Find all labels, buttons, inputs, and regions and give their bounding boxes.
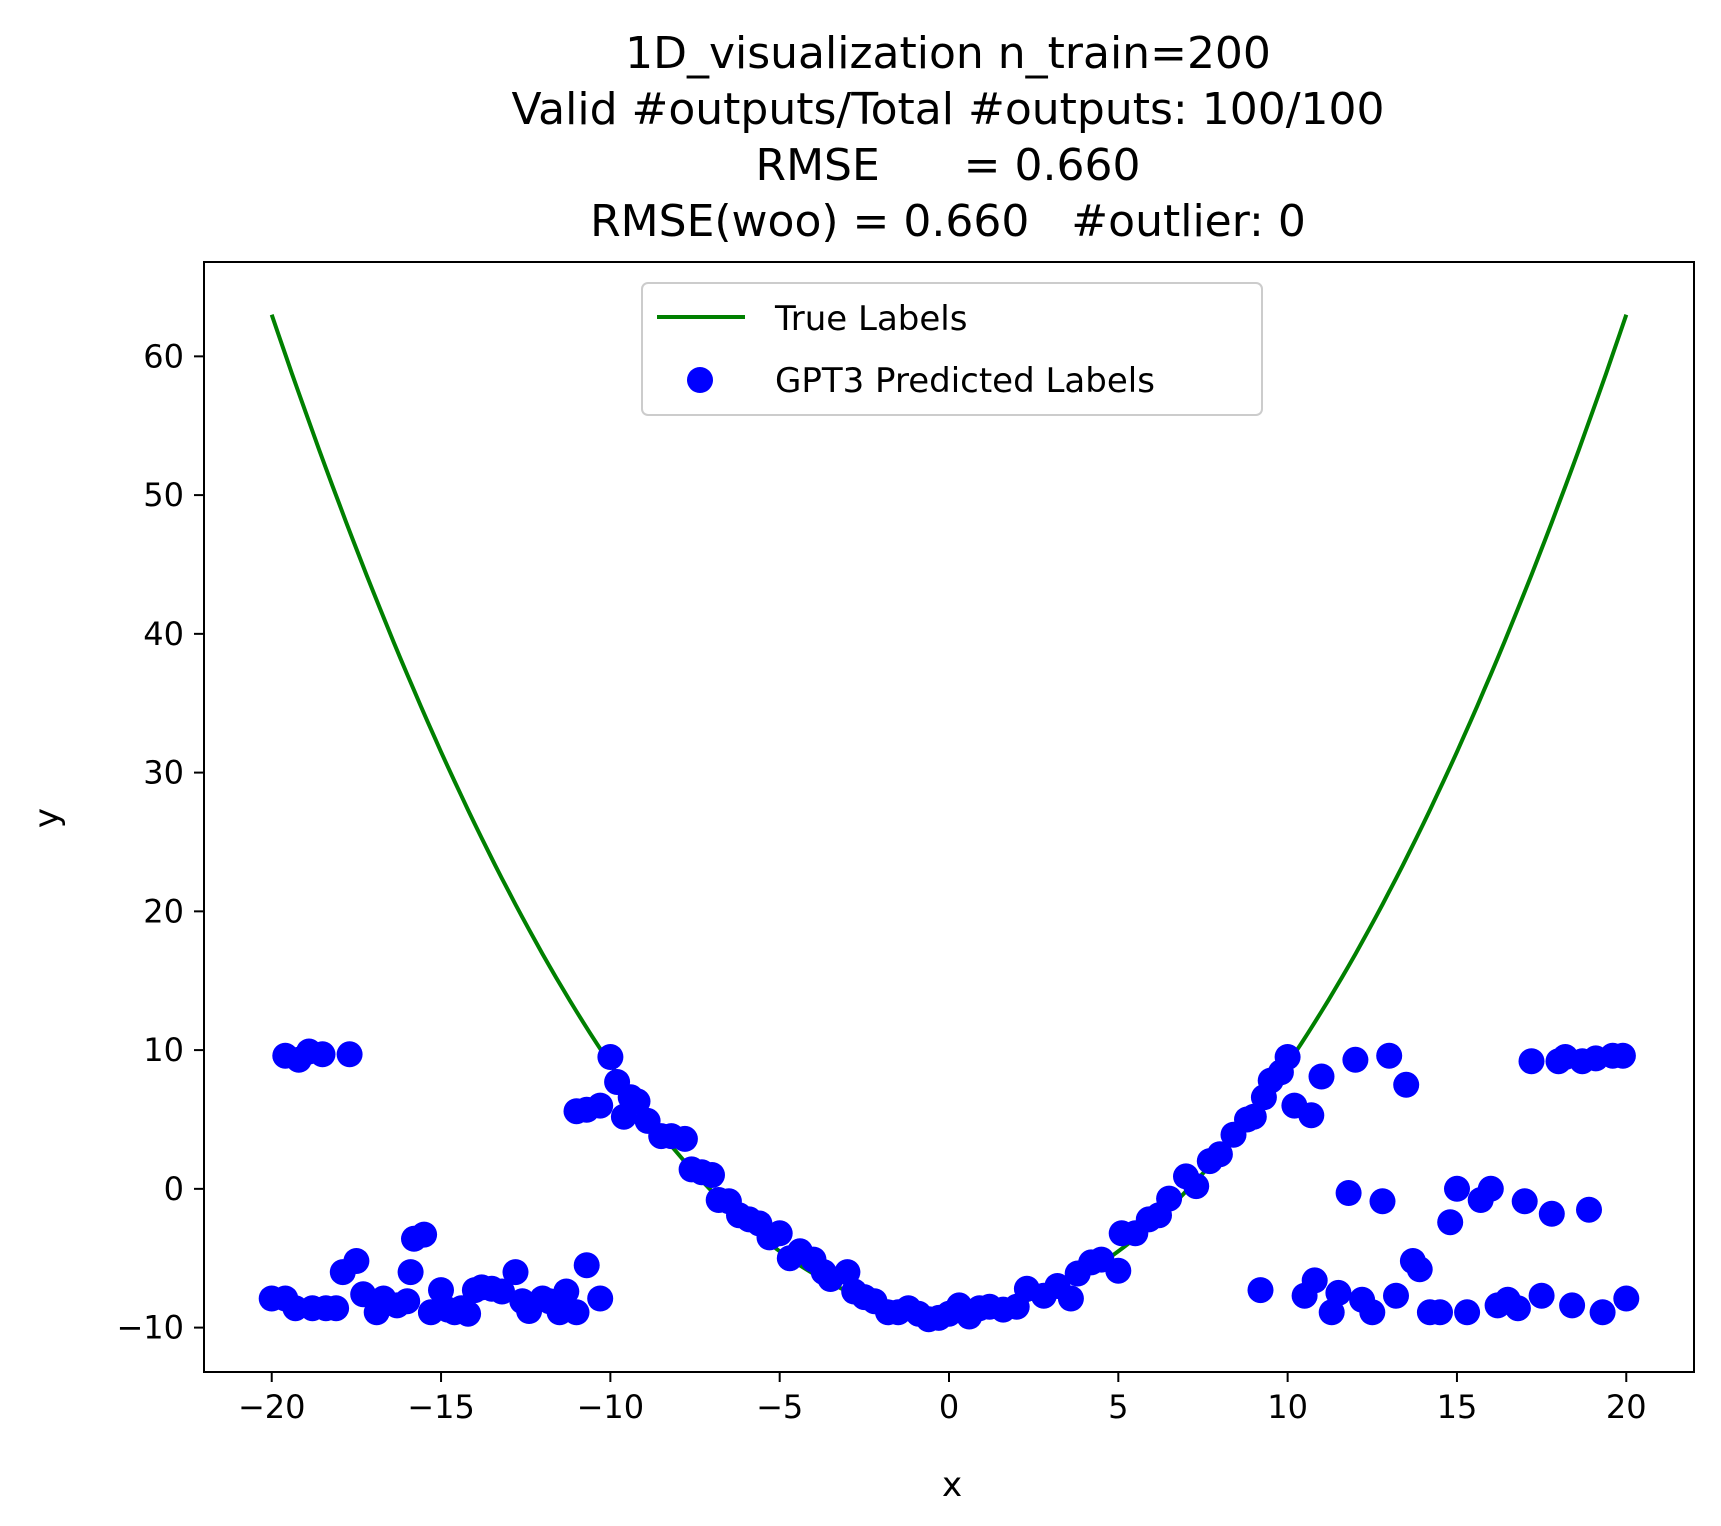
predicted-point (766, 1220, 793, 1247)
legend-box (641, 282, 1263, 416)
predicted-point (455, 1300, 482, 1327)
axes: −20 −15 −10 −5 0 5 10 15 20 −10 0 10 20 30 40 50 60 (116, 261, 1695, 1426)
predicted-point (1247, 1277, 1274, 1304)
predicted-point (573, 1252, 600, 1279)
predicted-point (343, 1248, 370, 1274)
x-tick-label: 20 (1606, 1388, 1647, 1426)
predicted-point (1342, 1046, 1369, 1073)
x-tick-label: −10 (577, 1388, 645, 1426)
y-tick-label: 60 (143, 337, 184, 375)
predicted-point (553, 1278, 580, 1305)
predicted-point (699, 1162, 725, 1188)
predicted-point (1454, 1299, 1481, 1326)
y-tick-label: 50 (143, 476, 184, 514)
x-tick-label: 5 (1108, 1388, 1128, 1426)
predicted-point (309, 1041, 336, 1068)
x-axis-label: x (942, 1465, 962, 1505)
predicted-point (1609, 1042, 1636, 1069)
predicted-point (394, 1288, 421, 1315)
predicted-point (411, 1221, 438, 1248)
legend-label-gpt3-predicted-labels: GPT3 Predicted Labels (775, 361, 1155, 401)
x-tick-label: 10 (1267, 1388, 1308, 1426)
chart-title: 1D_visualization n_train=200 Valid #outp… (511, 28, 1384, 247)
predicted-point (1274, 1044, 1301, 1070)
x-tick-label: −15 (407, 1388, 475, 1426)
title-line-4: RMSE(woo) = 0.660 #outlier: 0 (590, 196, 1306, 247)
y-tick-label: 20 (143, 892, 184, 930)
predicted-point (624, 1088, 651, 1115)
y-tick-label: −10 (116, 1309, 184, 1347)
legend: True Labels GPT3 Predicted Labels (641, 282, 1263, 416)
y-tick-label: 30 (143, 754, 184, 792)
predicted-point (671, 1125, 698, 1152)
predicted-point (1335, 1180, 1362, 1206)
x-tick-label: 0 (939, 1388, 959, 1426)
predicted-point (1156, 1185, 1183, 1212)
x-tick-label: −5 (756, 1388, 803, 1426)
x-tick-label: 15 (1437, 1388, 1478, 1426)
predicted-point (1369, 1188, 1396, 1215)
predicted-point (1444, 1175, 1470, 1202)
predicted-point (1376, 1042, 1403, 1069)
predicted-point (1511, 1188, 1538, 1215)
y-tick-label: 40 (143, 615, 184, 653)
predicted-point (1518, 1048, 1545, 1075)
predicted-point (1383, 1282, 1409, 1309)
predicted-point (1528, 1282, 1555, 1309)
predicted-point (1183, 1173, 1210, 1200)
predicted-point (1538, 1200, 1565, 1227)
y-axis-label: y (27, 808, 67, 828)
legend-dot-swatch (687, 367, 713, 393)
predicted-point (1206, 1141, 1233, 1168)
predicted-point (1105, 1257, 1132, 1284)
predicted-point (1589, 1299, 1616, 1326)
plot-area (258, 314, 1640, 1333)
predicted-point (587, 1285, 614, 1312)
predicted-point (502, 1259, 529, 1286)
x-tick-label: −20 (238, 1388, 306, 1426)
predicted-point (1393, 1071, 1420, 1098)
predicted-point (1240, 1103, 1267, 1130)
predicted-point (1057, 1285, 1084, 1312)
title-line-1: 1D_visualization n_train=200 (625, 28, 1271, 79)
predicted-point (1427, 1299, 1453, 1326)
predicted-point (1576, 1196, 1602, 1223)
predicted-point (597, 1044, 624, 1070)
predicted-point (1504, 1295, 1531, 1322)
predicted-point (397, 1259, 424, 1286)
title-line-3: RMSE = 0.660 (756, 140, 1141, 191)
predicted-point (1559, 1292, 1586, 1319)
title-line-2: Valid #outputs/Total #outputs: 100/100 (511, 84, 1384, 135)
predicted-point (1308, 1063, 1335, 1090)
predicted-point (1325, 1279, 1352, 1306)
predicted-point (587, 1092, 614, 1119)
predicted-point (1477, 1175, 1504, 1202)
predicted-point (336, 1041, 363, 1068)
predicted-point (323, 1295, 350, 1322)
predicted-point (1359, 1299, 1386, 1326)
predicted-point (1298, 1102, 1325, 1129)
predicted-point (1613, 1285, 1640, 1312)
predicted-point (350, 1281, 377, 1308)
y-tick-label: 0 (164, 1170, 184, 1208)
predicted-point (1437, 1209, 1464, 1236)
legend-label-true-labels: True Labels (774, 299, 967, 339)
predicted-point (428, 1277, 454, 1304)
y-tick-label: 10 (143, 1031, 184, 1069)
true-labels-line (269, 314, 1629, 1316)
predicted-point (563, 1299, 590, 1326)
predicted-point (1406, 1256, 1433, 1283)
predicted-point (489, 1278, 515, 1305)
predicted-point (1301, 1267, 1328, 1294)
